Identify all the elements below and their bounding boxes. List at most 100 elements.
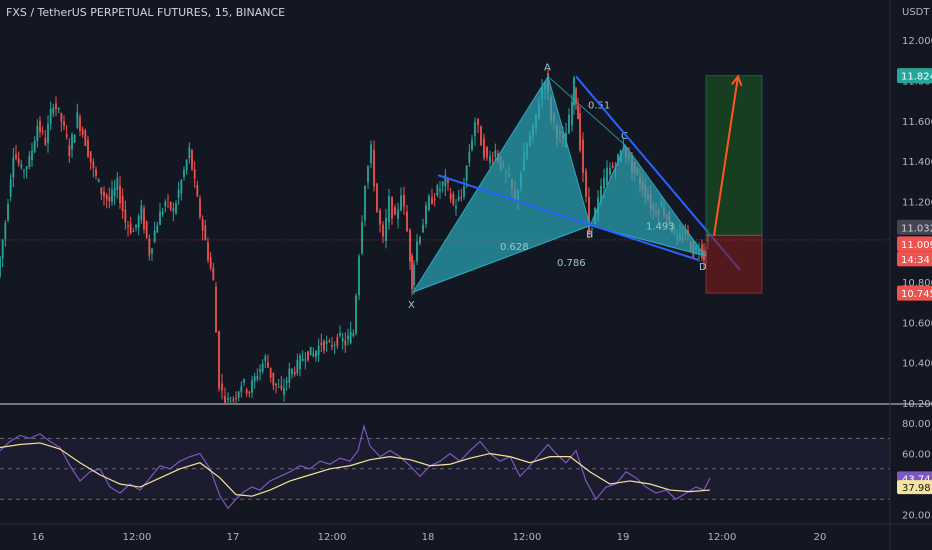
candle-down[interactable] (143, 205, 145, 234)
candle-down[interactable] (215, 281, 217, 333)
candle-down[interactable] (272, 372, 275, 391)
candle-up[interactable] (489, 150, 491, 168)
candle-down[interactable] (433, 192, 436, 207)
candle-down[interactable] (579, 106, 581, 153)
candle-down[interactable] (169, 201, 172, 212)
candle-up[interactable] (240, 381, 243, 398)
candle-up[interactable] (568, 108, 570, 134)
candle-up[interactable] (471, 134, 473, 152)
target-arrow[interactable] (713, 76, 739, 236)
candle-up[interactable] (261, 359, 264, 374)
candle-up[interactable] (285, 376, 288, 391)
candle-up[interactable] (364, 185, 366, 227)
rsi-panel[interactable] (0, 423, 890, 510)
candle-down[interactable] (44, 130, 47, 146)
candle-up[interactable] (397, 202, 399, 229)
candle-up[interactable] (188, 142, 191, 164)
candle-down[interactable] (103, 186, 105, 206)
candle-down[interactable] (585, 168, 587, 203)
candle-up[interactable] (419, 235, 421, 246)
candle-up[interactable] (227, 392, 229, 409)
candle-up[interactable] (180, 178, 183, 201)
candle-down[interactable] (121, 188, 124, 219)
candle-down[interactable] (336, 333, 339, 349)
candle-up[interactable] (73, 133, 76, 143)
candle-down[interactable] (68, 138, 71, 163)
candle-up[interactable] (609, 162, 611, 180)
candle-up[interactable] (341, 332, 344, 350)
candle-up[interactable] (259, 364, 261, 381)
candle-down[interactable] (124, 200, 127, 230)
candle-down[interactable] (193, 161, 196, 188)
candle-up[interactable] (339, 325, 341, 338)
candle-up[interactable] (571, 93, 573, 132)
candle-down[interactable] (60, 112, 63, 132)
candle-up[interactable] (301, 350, 304, 362)
candle-up[interactable] (349, 321, 352, 345)
candle-up[interactable] (0, 255, 1, 279)
candle-up[interactable] (361, 215, 363, 256)
candle-up[interactable] (151, 247, 153, 261)
candle-up[interactable] (441, 180, 444, 193)
candle-up[interactable] (288, 362, 291, 389)
candle-up[interactable] (76, 103, 79, 130)
candle-down[interactable] (95, 166, 97, 180)
candle-up[interactable] (33, 136, 36, 154)
candle-up[interactable] (304, 351, 307, 370)
candle-up[interactable] (309, 346, 312, 356)
candle-down[interactable] (452, 191, 455, 207)
candle-up[interactable] (183, 166, 185, 181)
candle-up[interactable] (457, 189, 460, 202)
candle-down[interactable] (65, 125, 68, 140)
candle-up[interactable] (573, 75, 575, 115)
candle-down[interactable] (331, 336, 333, 351)
candle-up[interactable] (325, 335, 328, 352)
candle-up[interactable] (229, 396, 232, 407)
candle-up[interactable] (296, 353, 299, 376)
candle-up[interactable] (20, 159, 23, 170)
candle-down[interactable] (17, 151, 20, 167)
candle-down[interactable] (15, 144, 17, 161)
candle-up[interactable] (463, 177, 465, 200)
candle-up[interactable] (352, 329, 355, 338)
candle-up[interactable] (251, 375, 253, 398)
candle-down[interactable] (344, 332, 347, 353)
candle-down[interactable] (235, 391, 237, 406)
candle-down[interactable] (447, 177, 449, 191)
candle-down[interactable] (145, 220, 148, 240)
candle-down[interactable] (245, 387, 248, 397)
candle-up[interactable] (256, 368, 259, 382)
candle-up[interactable] (422, 218, 424, 233)
candle-down[interactable] (41, 126, 44, 136)
candle-up[interactable] (113, 179, 116, 206)
candle-down[interactable] (391, 196, 393, 225)
candle-up[interactable] (253, 372, 256, 389)
candle-up[interactable] (591, 227, 593, 238)
candle-down[interactable] (100, 187, 103, 201)
candle-up[interactable] (315, 350, 317, 362)
candle-up[interactable] (474, 117, 476, 146)
candle-down[interactable] (320, 333, 323, 353)
rsi-line[interactable] (0, 423, 711, 510)
candle-down[interactable] (449, 187, 452, 204)
stop-zone[interactable] (705, 234, 763, 294)
candle-up[interactable] (52, 104, 55, 118)
candle-down[interactable] (218, 330, 220, 392)
candle-down[interactable] (275, 383, 277, 394)
candle-up[interactable] (277, 379, 280, 388)
candle-up[interactable] (23, 168, 25, 179)
candle-down[interactable] (382, 221, 384, 244)
candle-up[interactable] (606, 160, 608, 188)
candle-up[interactable] (455, 199, 457, 216)
candle-up[interactable] (111, 180, 113, 206)
candle-up[interactable] (428, 193, 430, 212)
candle-down[interactable] (191, 149, 193, 171)
candle-down[interactable] (127, 220, 129, 237)
candle-down[interactable] (307, 351, 309, 363)
candle-up[interactable] (312, 347, 315, 358)
candle-down[interactable] (204, 219, 207, 241)
candle-up[interactable] (436, 183, 439, 198)
candle-down[interactable] (431, 188, 433, 205)
candle-down[interactable] (409, 228, 411, 270)
candle-up[interactable] (413, 260, 415, 295)
